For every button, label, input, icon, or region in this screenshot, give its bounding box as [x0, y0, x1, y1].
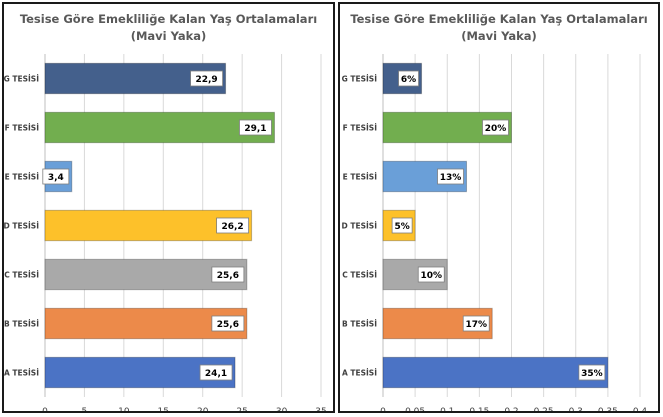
x-tick-label: 0,2	[504, 407, 518, 411]
category-label: B TESİSİ	[342, 320, 377, 329]
category-label: D TESİSİ	[342, 222, 378, 231]
x-tick-label: 0,35	[598, 407, 618, 411]
x-tick-label: 30	[276, 407, 288, 411]
category-label: F TESİSİ	[343, 124, 378, 133]
category-label: A TESİSİ	[342, 369, 377, 378]
x-tick-label: 0,3	[569, 407, 583, 411]
category-label: C TESİSİ	[4, 271, 39, 280]
data-label-box	[391, 217, 413, 234]
x-tick-label: 0,15	[469, 407, 489, 411]
bar-chart-svg: 0 5 10 15 20 25 30 35 G TESİSİ 22,9 F TESİSİ 29,1 E …	[4, 54, 327, 411]
data-label-box	[398, 70, 419, 87]
data-label-box	[216, 217, 250, 234]
data-label-box	[211, 315, 245, 332]
category-label: G TESİSİ	[342, 75, 378, 84]
x-tick-label: 0,4	[633, 407, 648, 411]
x-tick-label: 0,25	[534, 407, 554, 411]
bar	[382, 356, 609, 389]
category-label: A TESİSİ	[4, 369, 39, 378]
category-label: G TESİSİ	[4, 75, 39, 84]
data-label-box	[190, 70, 223, 87]
data-label: 26,2	[221, 222, 243, 232]
x-tick-label: 0,1	[440, 407, 454, 411]
x-tick-label: 0	[380, 407, 386, 411]
chart-subtitle: (Mavi Yaka)	[461, 29, 537, 43]
data-label: 10%	[420, 271, 442, 281]
category-label: F TESİSİ	[5, 124, 40, 133]
category-label: C TESİSİ	[342, 271, 377, 280]
category-label: B TESİSİ	[4, 320, 39, 329]
data-label-box	[462, 315, 490, 332]
data-label-box	[199, 364, 233, 381]
category-label: E TESİSİ	[5, 173, 40, 182]
data-label-box	[578, 364, 606, 381]
x-tick-label: 25	[236, 407, 247, 411]
chart-title: Tesise Göre Emekliliğe Kalan Yaş Ortalam…	[19, 12, 318, 26]
x-tick-label: 15	[158, 407, 169, 411]
data-label-box	[417, 266, 445, 283]
data-label-box	[42, 168, 70, 185]
data-label: 5%	[394, 222, 409, 232]
x-tick-label: 35	[315, 407, 326, 411]
x-tick-label: 20	[197, 407, 209, 411]
data-label-box	[437, 168, 464, 185]
data-label-box	[482, 119, 509, 136]
data-label: 29,1	[244, 124, 266, 134]
data-label: 25,6	[217, 271, 239, 281]
data-label: 13%	[440, 173, 462, 183]
data-label: 17%	[465, 320, 487, 330]
bar-chart-svg: 0 0,05 0,1 0,15 0,2 0,25 0,3 0,35 0,4 G TESİSİ 6% F…	[342, 54, 648, 411]
x-tick-label: 0,05	[405, 407, 425, 411]
category-label: D TESİSİ	[4, 222, 39, 231]
chart-title: Tesise Göre Emekliliğe Kalan Yaş Ortalam…	[350, 12, 648, 26]
x-tick-label: 10	[118, 407, 130, 411]
chart-subtitle: (Mavi Yaka)	[130, 29, 207, 43]
x-tick-label: 5	[82, 407, 88, 411]
bar	[44, 258, 248, 291]
data-label: 6%	[401, 75, 416, 85]
data-label-box	[239, 119, 272, 136]
data-label: 24,1	[205, 369, 227, 379]
data-label: 20%	[485, 124, 507, 134]
category-label: E TESİSİ	[343, 173, 378, 182]
bar	[44, 111, 275, 144]
x-tick-label: 0	[42, 407, 48, 411]
data-label: 25,6	[217, 320, 239, 330]
data-label-box	[211, 266, 245, 283]
data-label: 3,4	[48, 173, 64, 183]
data-label: 22,9	[195, 75, 217, 85]
chart-panel-right: Tesise Göre Emekliliğe Kalan Yaş Ortalam…	[338, 2, 660, 413]
data-label: 35%	[581, 369, 603, 379]
chart-panel-left: Tesise Göre Emekliliğe Kalan Yaş Ortalam…	[2, 2, 335, 413]
